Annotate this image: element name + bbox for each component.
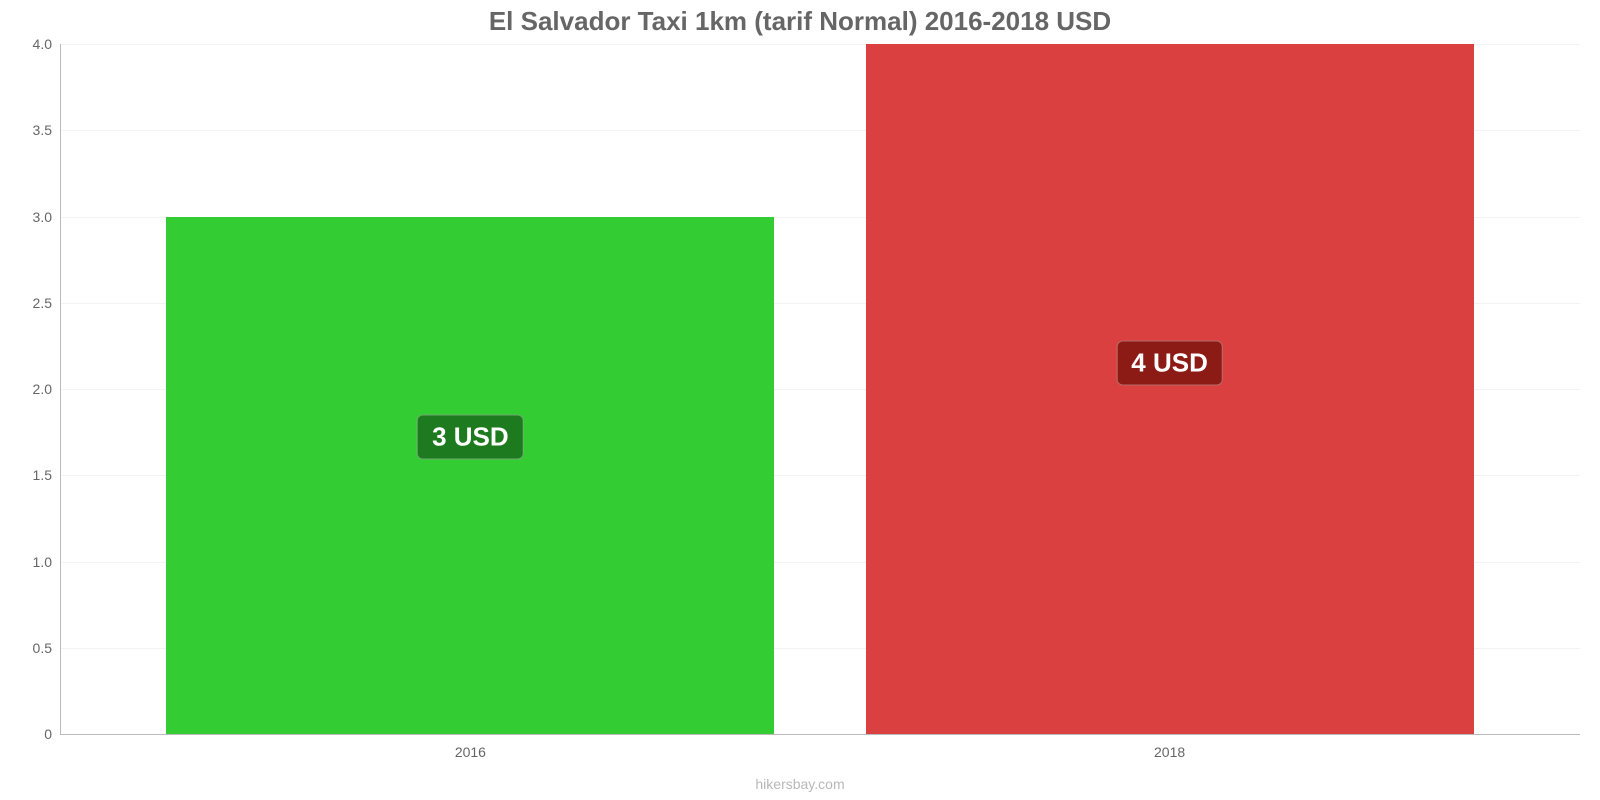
- bar-chart: El Salvador Taxi 1km (tarif Normal) 2016…: [0, 0, 1600, 800]
- bar-value-label: 4 USD: [1116, 341, 1223, 386]
- x-axis-line: [60, 734, 1580, 735]
- chart-source: hikersbay.com: [0, 776, 1600, 792]
- y-tick-label: 3.0: [12, 209, 52, 225]
- bar-value-label: 3 USD: [417, 415, 524, 460]
- y-tick-label: 0: [12, 726, 52, 742]
- y-axis-line: [60, 44, 61, 734]
- y-tick-label: 4.0: [12, 36, 52, 52]
- y-tick-label: 2.0: [12, 381, 52, 397]
- y-tick-label: 3.5: [12, 122, 52, 138]
- y-tick-label: 1.5: [12, 467, 52, 483]
- plot-area: 3 USD 4 USD: [60, 44, 1580, 734]
- chart-title: El Salvador Taxi 1km (tarif Normal) 2016…: [0, 6, 1600, 37]
- x-tick-label: 2016: [455, 744, 486, 760]
- x-tick-label: 2018: [1154, 744, 1185, 760]
- bar-2016: [166, 217, 774, 735]
- y-tick-label: 1.0: [12, 554, 52, 570]
- bar-2018: [866, 44, 1474, 734]
- y-tick-label: 2.5: [12, 295, 52, 311]
- y-tick-label: 0.5: [12, 640, 52, 656]
